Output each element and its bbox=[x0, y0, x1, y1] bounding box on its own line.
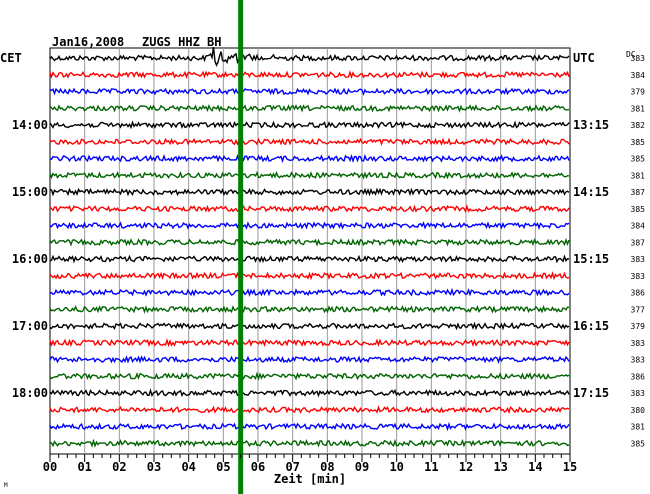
x-tick-label: 03 bbox=[147, 460, 161, 474]
trace-line bbox=[49, 87, 570, 96]
grid-lines bbox=[84, 48, 536, 454]
right-hour-label: 13:15 bbox=[573, 118, 609, 132]
trace-line bbox=[49, 153, 570, 164]
left-hour-label: 15:00 bbox=[12, 185, 48, 199]
trace-line bbox=[49, 421, 570, 432]
trace-line bbox=[49, 187, 570, 197]
trace-line bbox=[49, 321, 570, 331]
x-tick-label: 14 bbox=[528, 460, 542, 474]
dc-value: 377 bbox=[631, 305, 646, 314]
dc-value: 381 bbox=[631, 423, 646, 432]
left-hour-label: 18:00 bbox=[12, 386, 48, 400]
station-label: ZUGS HHZ BH bbox=[142, 35, 221, 49]
x-tick-label: 06 bbox=[251, 460, 265, 474]
trace-line bbox=[49, 70, 570, 80]
x-tick-label: 02 bbox=[112, 460, 126, 474]
trace-line bbox=[49, 254, 570, 264]
trace-line bbox=[49, 338, 570, 348]
trace-line bbox=[49, 137, 570, 146]
x-tick-label: 05 bbox=[216, 460, 230, 474]
x-axis-label: Zeit [min] bbox=[274, 472, 346, 486]
footer-mark: M bbox=[4, 482, 8, 489]
trace-group bbox=[49, 47, 570, 448]
trace-line bbox=[49, 405, 570, 415]
left-time-labels: 14:00 15:00 16:00 17:00 18:00 bbox=[12, 118, 48, 400]
x-tick-label: 09 bbox=[355, 460, 369, 474]
trace-line bbox=[49, 120, 570, 130]
dc-value: 383 bbox=[631, 272, 646, 281]
dc-value: 385 bbox=[631, 138, 646, 147]
x-axis-ticks: 00 01 02 03 04 05 06 07 08 09 10 11 12 13 14 15 bbox=[43, 454, 577, 474]
x-tick-label: 10 bbox=[389, 460, 403, 474]
dc-value: 386 bbox=[631, 289, 646, 298]
dc-value-labels: 383 384 379 381 382 385 385 381 387 385 384 387 383 3… bbox=[631, 54, 646, 448]
dc-value: 379 bbox=[631, 88, 646, 97]
x-tick-label: 12 bbox=[459, 460, 473, 474]
trace-line bbox=[49, 355, 570, 364]
trace-line bbox=[49, 47, 570, 67]
dc-value: 382 bbox=[631, 121, 646, 130]
dc-value: 384 bbox=[631, 222, 646, 231]
trace-line bbox=[49, 204, 570, 213]
date-label: Jan16,2008 bbox=[52, 35, 124, 49]
dc-value: 380 bbox=[631, 406, 646, 415]
x-tick-label: 15 bbox=[563, 460, 577, 474]
left-timezone-label: CET bbox=[0, 51, 22, 65]
left-hour-label: 16:00 bbox=[12, 252, 48, 266]
dc-value: 383 bbox=[631, 339, 646, 348]
right-hour-label: 14:15 bbox=[573, 185, 609, 199]
dc-value: 383 bbox=[631, 255, 646, 264]
trace-line bbox=[49, 287, 570, 298]
dc-value: 386 bbox=[631, 372, 646, 381]
dc-value: 383 bbox=[631, 356, 646, 365]
dc-value: 383 bbox=[631, 389, 646, 398]
x-tick-label: 13 bbox=[493, 460, 507, 474]
x-tick-label: 07 bbox=[285, 460, 299, 474]
dc-value: 381 bbox=[631, 171, 646, 180]
trace-line bbox=[49, 271, 570, 281]
dc-value: 383 bbox=[631, 54, 646, 63]
dc-value: 387 bbox=[631, 188, 646, 197]
dc-header: DC bbox=[626, 50, 636, 59]
right-hour-label: 17:15 bbox=[573, 386, 609, 400]
trace-line bbox=[49, 304, 570, 314]
dc-value: 379 bbox=[631, 322, 646, 331]
right-hour-label: UTC bbox=[573, 51, 595, 65]
right-hour-label: 15:15 bbox=[573, 252, 609, 266]
right-hour-label: 16:15 bbox=[573, 319, 609, 333]
dc-value: 384 bbox=[631, 71, 646, 80]
trace-line bbox=[49, 371, 570, 381]
dc-value: 387 bbox=[631, 238, 646, 247]
dc-value: 385 bbox=[631, 439, 646, 448]
right-time-labels: UTC 13:15 14:15 15:15 16:15 17:15 bbox=[573, 51, 609, 400]
trace-line bbox=[49, 221, 570, 231]
x-tick-label: 01 bbox=[77, 460, 91, 474]
dc-value: 381 bbox=[631, 104, 646, 113]
trace-line bbox=[49, 237, 570, 247]
x-tick-label: 00 bbox=[43, 460, 57, 474]
left-hour-label: 14:00 bbox=[12, 118, 48, 132]
trace-line bbox=[49, 388, 570, 398]
dc-value: 385 bbox=[631, 155, 646, 164]
dc-value: 385 bbox=[631, 205, 646, 214]
left-hour-label: 17:00 bbox=[12, 319, 48, 333]
x-tick-label: 08 bbox=[320, 460, 334, 474]
trace-line bbox=[49, 170, 570, 180]
x-tick-label: 11 bbox=[424, 460, 438, 474]
trace-line bbox=[49, 103, 570, 113]
trace-line bbox=[49, 438, 570, 448]
x-tick-label: 04 bbox=[181, 460, 195, 474]
